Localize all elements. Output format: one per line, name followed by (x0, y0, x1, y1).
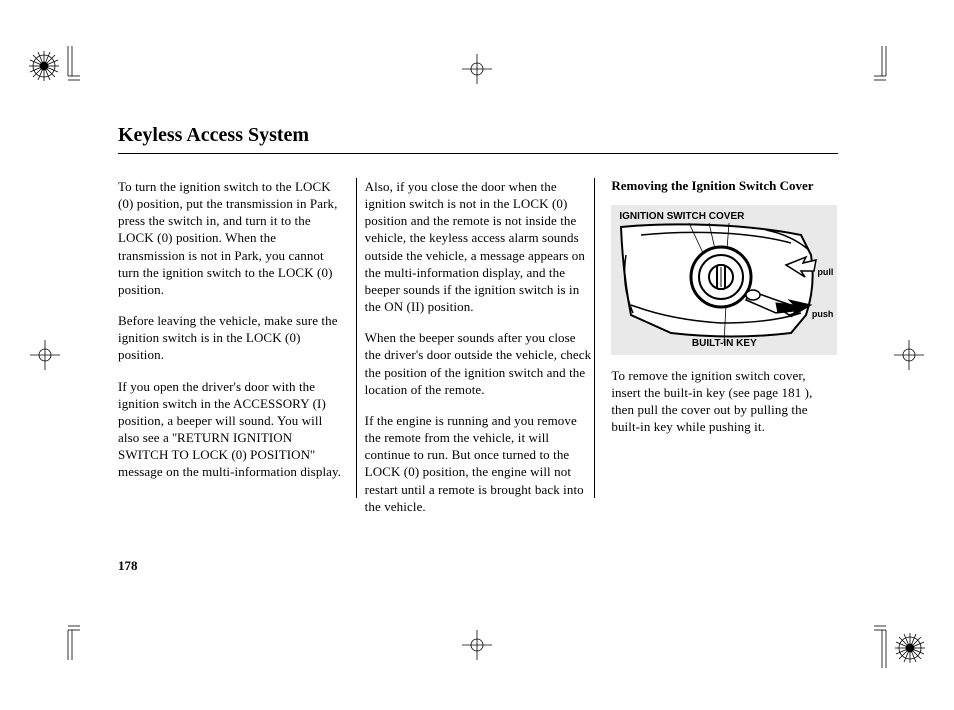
page-title: Keyless Access System (118, 124, 838, 154)
column-3: Removing the Ignition Switch Cover IGNIT… (611, 178, 838, 515)
col2-p3: If the engine is running and you remove … (365, 412, 592, 515)
reg-cross-bottom (462, 630, 492, 660)
reg-cross-left (30, 340, 60, 370)
fig-label-top: IGNITION SWITCH COVER (619, 211, 744, 222)
ignition-switch-figure: IGNITION SWITCH COVER (611, 205, 837, 355)
column-divider-2 (594, 178, 595, 498)
col2-p2: When the beeper sounds after you close t… (365, 329, 592, 398)
col1-p2: Before leaving the vehicle, make sure th… (118, 312, 345, 363)
reg-cross-right (894, 340, 924, 370)
col2-p1: Also, if you close the door when the ign… (365, 178, 592, 315)
crop-mark-bottom-right (874, 612, 930, 668)
column-divider-1 (356, 178, 357, 498)
fig-label-bottom: BUILT-IN KEY (611, 338, 837, 349)
column-1: To turn the ignition switch to the LOCK … (118, 178, 345, 515)
crop-mark-bottom-left (24, 620, 80, 660)
ignition-switch-diagram (611, 205, 837, 355)
crop-mark-top-left (24, 46, 80, 102)
fig-label-push: push (812, 309, 834, 319)
col1-p1: To turn the ignition switch to the LOCK … (118, 178, 345, 298)
col3-p1: To remove the ignition switch cover, ins… (611, 367, 838, 436)
crop-mark-top-right (874, 46, 930, 86)
fig-label-pull: pull (817, 267, 833, 277)
col1-p3: If you open the driver's door with the i… (118, 378, 345, 481)
reg-cross-top (462, 54, 492, 84)
col3-subhead: Removing the Ignition Switch Cover (611, 178, 838, 195)
column-2: Also, if you close the door when the ign… (365, 178, 592, 515)
page-number: 178 (118, 558, 138, 574)
